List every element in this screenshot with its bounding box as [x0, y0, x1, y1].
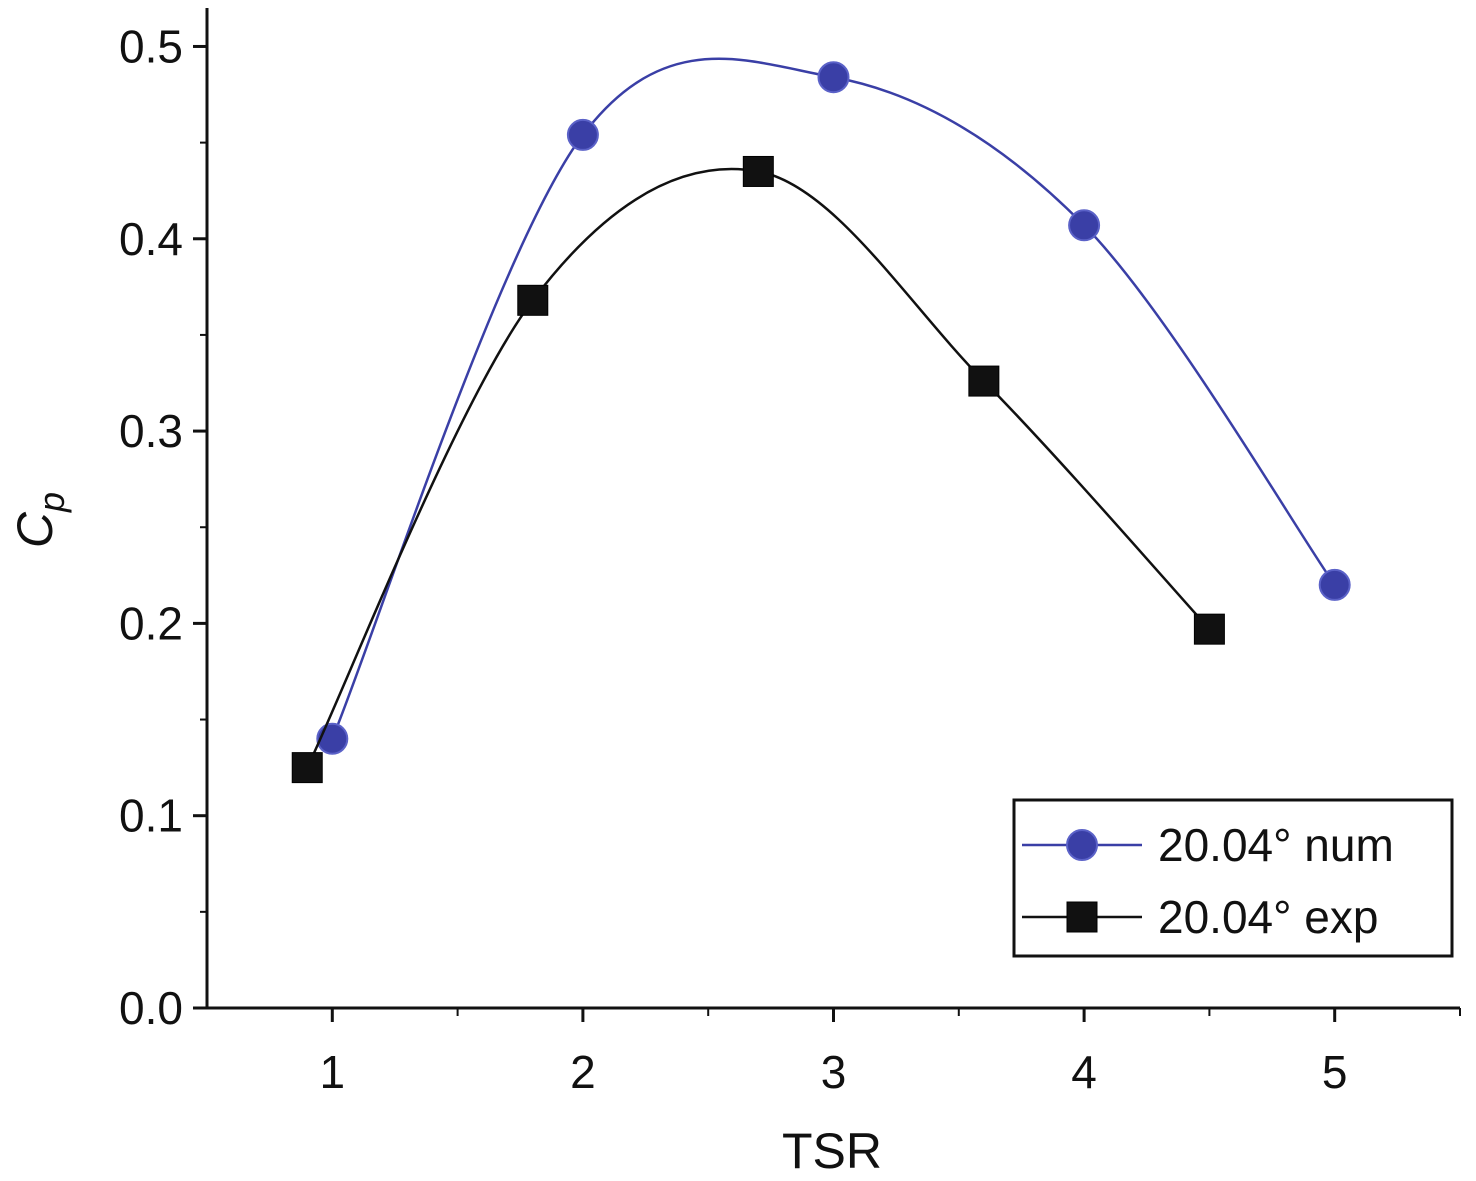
data-point [1193, 613, 1225, 645]
legend-symbol-num [1066, 829, 1098, 861]
x-tick-label: 4 [1071, 1046, 1097, 1098]
data-point [291, 752, 323, 784]
y-tick-label: 0.3 [119, 405, 183, 457]
series-line [306, 167, 1211, 769]
y-tick-label: 0.1 [119, 790, 183, 842]
x-ticks: 1 2 3 4 5 [320, 1008, 1461, 1098]
legend-label-exp: 20.04° exp [1158, 891, 1378, 943]
series-exp [291, 155, 1225, 784]
legend-symbol-exp [1066, 901, 1098, 933]
series-line [331, 57, 1336, 740]
y-axis-title-main: C [7, 511, 63, 548]
y-tick-label: 0.2 [119, 597, 183, 649]
x-tick-label: 5 [1322, 1046, 1348, 1098]
data-point [742, 155, 774, 187]
legend: 20.04° num 20.04° exp [1012, 798, 1454, 958]
y-ticks: 0.0 0.1 0.2 0.3 0.4 0.5 [119, 20, 207, 1034]
data-point [1068, 209, 1101, 242]
data-point [1318, 568, 1351, 601]
series-layer [291, 57, 1351, 784]
y-tick-label: 0.0 [119, 982, 183, 1034]
series-num [316, 57, 1351, 755]
data-point [817, 61, 850, 94]
y-axis-title: Cp [7, 492, 72, 548]
x-axis-title: TSR [782, 1123, 882, 1179]
x-tick-label: 3 [821, 1046, 847, 1098]
legend-label-num: 20.04° num [1158, 819, 1394, 871]
y-tick-label: 0.5 [119, 20, 183, 72]
data-point [968, 365, 1000, 397]
legend-marker-exp [1066, 901, 1098, 933]
data-point [517, 284, 549, 316]
y-axis-title-subscript: p [31, 492, 72, 513]
data-point [316, 722, 349, 755]
x-tick-label: 1 [320, 1046, 346, 1098]
data-point [566, 118, 599, 151]
legend-marker-num [1066, 829, 1098, 861]
y-tick-label: 0.4 [119, 213, 183, 265]
x-tick-label: 2 [570, 1046, 596, 1098]
